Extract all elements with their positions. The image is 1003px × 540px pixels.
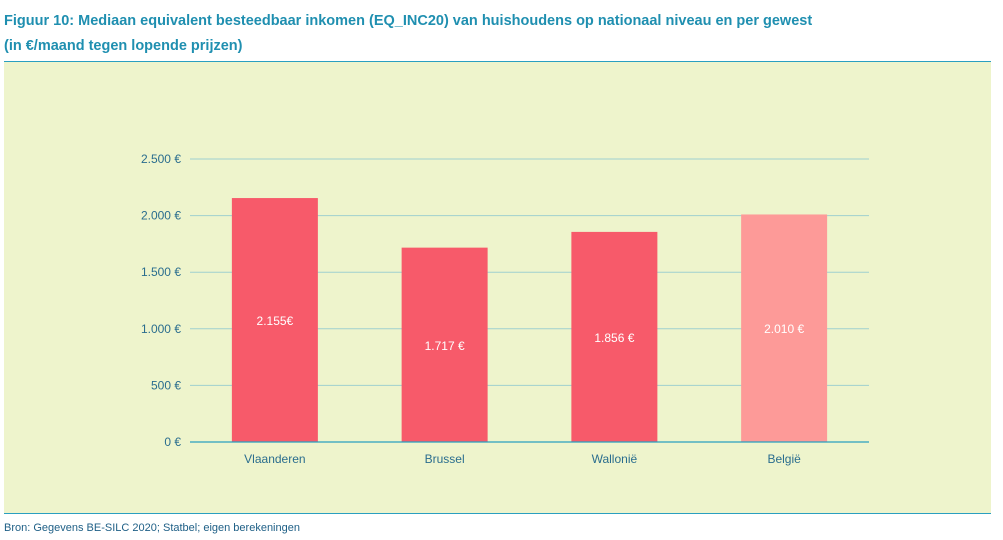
y-tick-label: 1.000 € [141,322,181,336]
data-label: 2.010 € [764,322,804,336]
chart-title-line1: Figuur 10: Mediaan equivalent besteedbaa… [4,13,813,29]
y-tick-label: 0 € [164,435,181,449]
source-note: Bron: Gegevens BE-SILC 2020; Statbel; ei… [4,522,300,534]
bottom-rule [4,513,991,514]
data-label: 1.856 € [594,331,634,345]
data-label: 2.155€ [257,314,294,328]
x-tick-label: Wallonië [592,452,638,466]
chart-title: Figuur 10: Mediaan equivalent besteedbaa… [4,9,994,59]
top-rule [4,61,991,62]
x-tick-label: België [767,452,801,466]
chart-title-line2: (in €/maand tegen lopende prijzen) [4,38,243,54]
y-tick-label: 2.500 € [141,152,181,166]
x-tick-label: Brussel [425,452,465,466]
x-tick-label: Vlaanderen [244,452,305,466]
y-tick-label: 500 € [151,378,181,392]
bar [401,247,488,442]
bar [231,198,318,442]
data-label: 1.717 € [425,339,465,353]
bar [571,231,658,442]
bar [741,214,828,442]
y-tick-label: 2.000 € [141,209,181,223]
y-tick-label: 1.500 € [141,265,181,279]
